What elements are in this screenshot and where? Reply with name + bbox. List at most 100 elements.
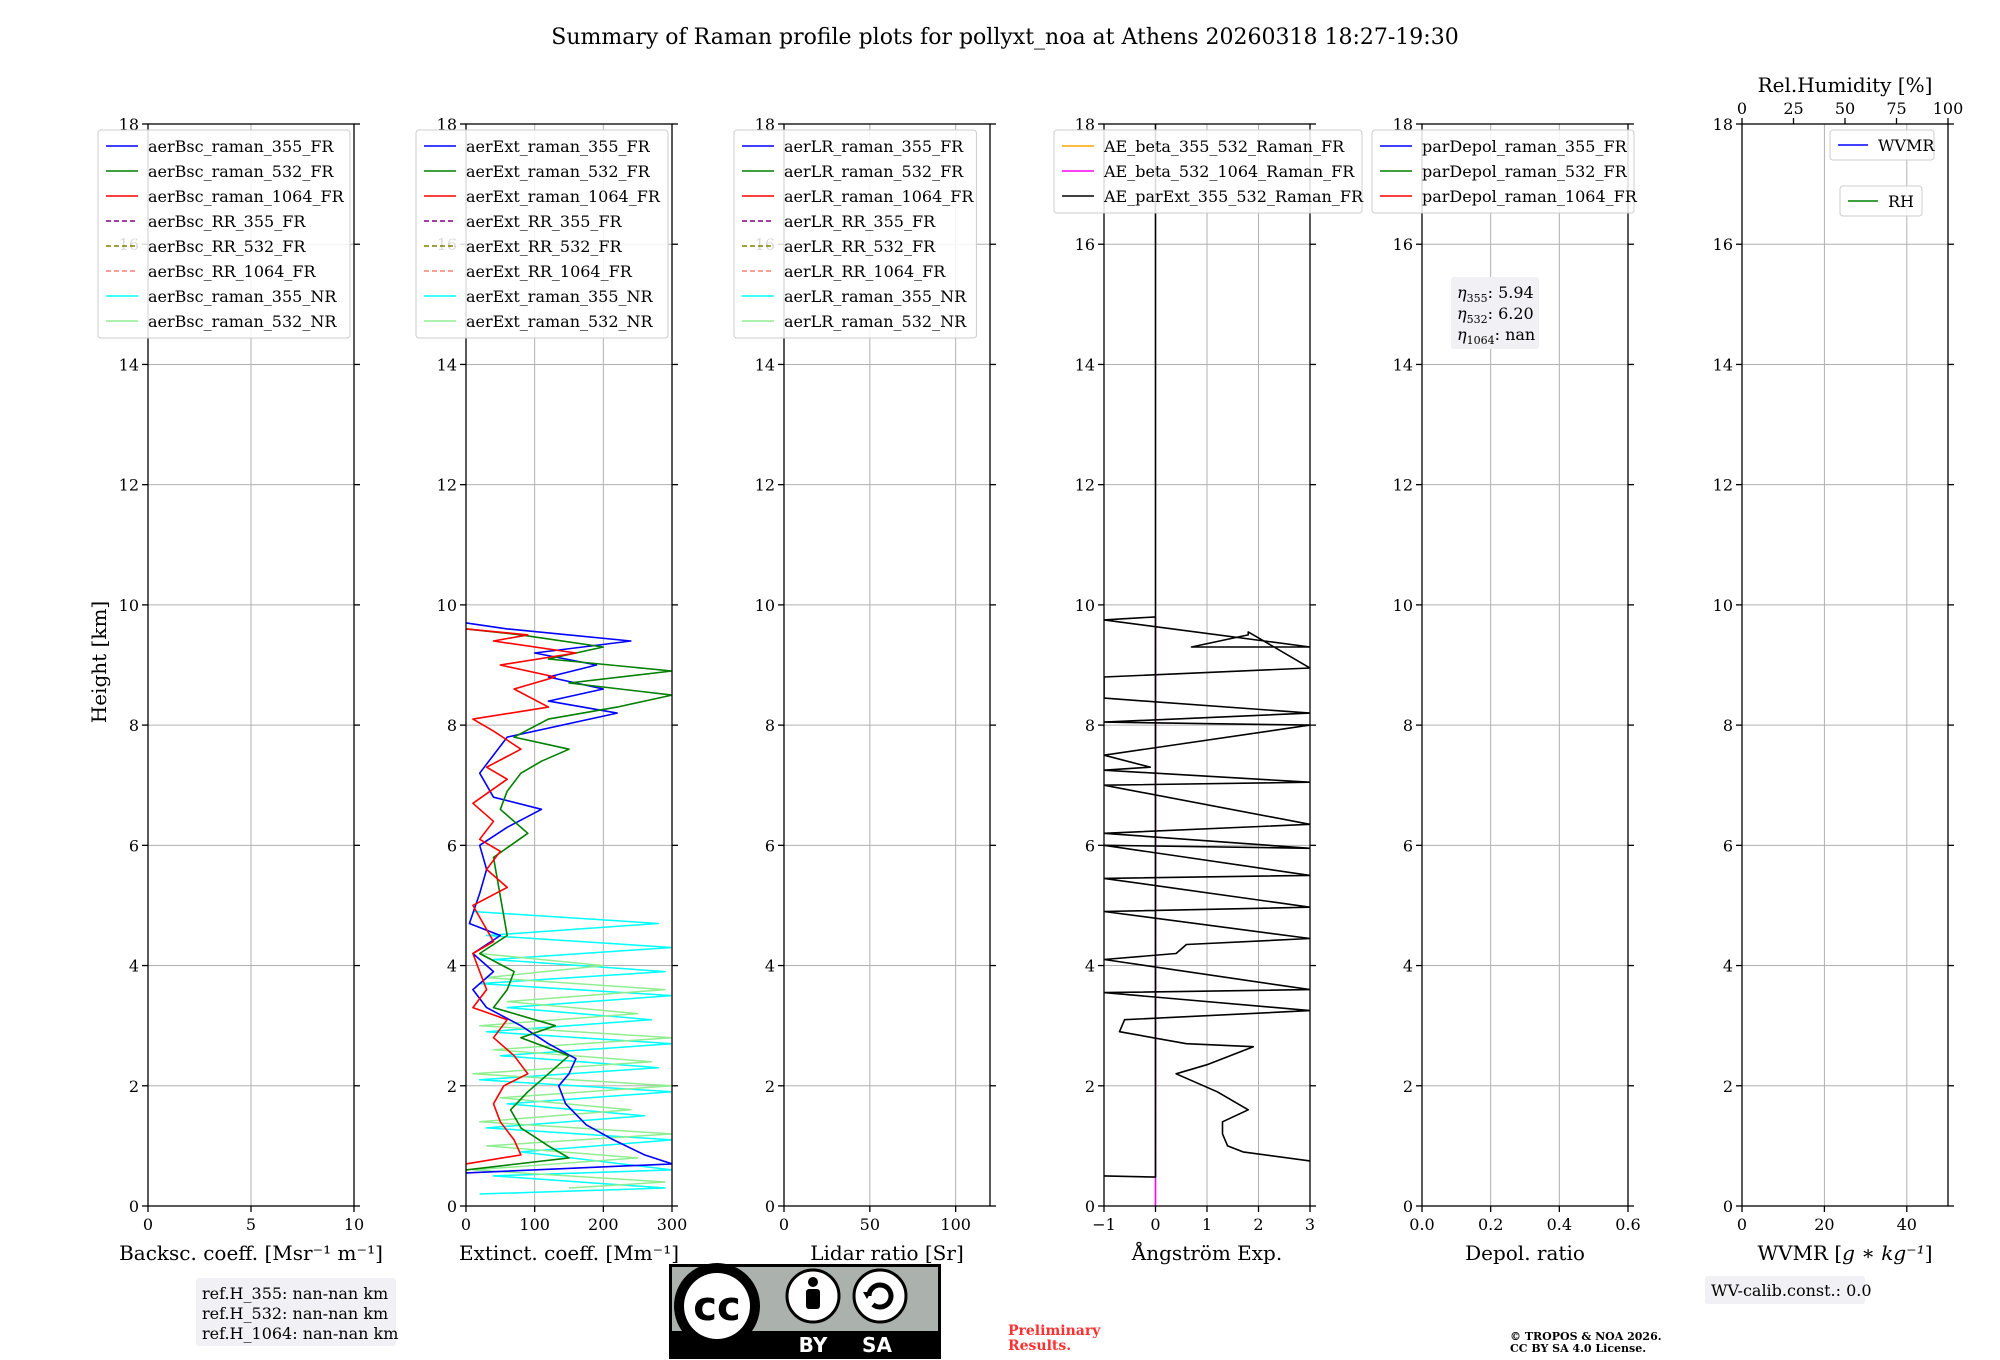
legend-frame [415, 129, 669, 339]
x-tick-label-3: 2 [1253, 1215, 1263, 1234]
top-tick-label-3: 75 [1886, 99, 1906, 118]
cc-by-sa-badge: cc BY SA [669, 1263, 941, 1359]
legend-label-7: aerLR_raman_532_NR [784, 312, 967, 331]
x-tick-label-0: 0 [461, 1215, 471, 1234]
legend-label-2: aerExt_raman_1064_FR [466, 187, 661, 206]
y-tick-label-6: 12 [1393, 476, 1413, 495]
wv-calib-box: WV-calib.const.: 0.0 [1705, 1276, 1872, 1304]
wv-calib-text: WV-calib.const.: 0.0 [1711, 1281, 1872, 1300]
legend-label-1: aerBsc_raman_532_FR [148, 162, 334, 181]
ref-h-532: ref.H_532: nan-nan km [202, 1304, 388, 1323]
x-tick-label-1: 50 [860, 1215, 880, 1234]
legend-label-2: aerLR_raman_1064_FR [784, 187, 974, 206]
y-tick-label-4: 8 [129, 716, 139, 735]
y-tick-label-0: 0 [1403, 1197, 1413, 1216]
legend-label-0: AE_beta_355_532_Raman_FR [1103, 137, 1345, 156]
x-tick-label-3: 0.6 [1615, 1215, 1640, 1234]
legend: AE_beta_355_532_Raman_FR AE_beta_532_1064… [1053, 129, 1364, 214]
legend-RH: RH [1839, 185, 1923, 217]
legend-label-2: AE_parExt_355_532_Raman_FR [1103, 187, 1364, 206]
y-tick-label-4: 8 [765, 716, 775, 735]
legend-label-2: parDepol_raman_1064_FR [1422, 187, 1638, 206]
y-tick-label-9: 18 [1075, 115, 1095, 134]
y-tick-label-2: 4 [1085, 957, 1095, 976]
cc-logo-text: cc [693, 1284, 740, 1330]
top-tick-label-4: 100 [1933, 99, 1964, 118]
legend-label-4: aerExt_RR_532_FR [466, 237, 623, 256]
y-tick-label-3: 6 [765, 836, 775, 855]
panel-3: 024681012141618050100Lidar ratio [Sr]aer… [733, 115, 996, 1265]
preliminary-line2: Results. [1008, 1338, 1071, 1354]
legend-label-5: aerExt_RR_1064_FR [466, 262, 633, 281]
x-axis-label: Backsc. coeff. [Msr⁻¹ m⁻¹] [119, 1241, 383, 1265]
x-tick-label-1: 0 [1150, 1215, 1160, 1234]
top-axis-label: Rel.Humidity [%] [1758, 73, 1933, 97]
x-axis-label-suffix: ] [1925, 1241, 1933, 1265]
license-sa-label: SA [862, 1333, 892, 1357]
x-tick-label-0: 0 [779, 1215, 789, 1234]
preliminary-line1: Preliminary [1008, 1323, 1101, 1339]
y-tick-label-1: 2 [1403, 1077, 1413, 1096]
legend-label-6: aerLR_raman_355_NR [784, 287, 967, 306]
legend-label-2: aerBsc_raman_1064_FR [148, 187, 345, 206]
top-tick-label-0: 0 [1737, 99, 1747, 118]
y-tick-label-9: 18 [755, 115, 775, 134]
x-tick-label-2: 200 [588, 1215, 619, 1234]
y-tick-label-8: 16 [1713, 235, 1733, 254]
legend-label-0: aerLR_raman_355_FR [784, 137, 964, 156]
legend-label-7: aerBsc_raman_532_NR [148, 312, 337, 331]
x-tick-label-4: 3 [1305, 1215, 1315, 1234]
panel-2: 0246810121416180100200300Extinct. coeff.… [415, 115, 687, 1265]
license-by-label: BY [799, 1333, 828, 1357]
y-tick-label-8: 16 [1075, 235, 1095, 254]
legend-frame [1829, 129, 1935, 161]
legend-label-4: aerLR_RR_532_FR [784, 237, 936, 256]
legend-label-3: aerLR_RR_355_FR [784, 212, 936, 231]
y-tick-label-4: 8 [447, 716, 457, 735]
share-alike-icon [852, 1268, 908, 1324]
y-tick-label-2: 4 [447, 957, 457, 976]
x-tick-label-0: −1 [1092, 1215, 1116, 1234]
legend-label: WVMR [1878, 136, 1935, 155]
x-axis-label: Depol. ratio [1465, 1241, 1585, 1265]
legend-label-6: aerBsc_raman_355_NR [148, 287, 337, 306]
legend-frame [733, 129, 977, 339]
legend: parDepol_raman_355_FR parDepol_raman_532_… [1371, 129, 1638, 214]
legend-frame [1053, 129, 1363, 214]
legend-WVMR: WVMR [1829, 129, 1935, 161]
y-tick-label-6: 12 [437, 476, 457, 495]
x-axis-label-prefix: WVMR [ [1757, 1241, 1842, 1265]
y-tick-label-5: 10 [119, 596, 139, 615]
y-tick-label-4: 8 [1723, 716, 1733, 735]
y-tick-label-7: 14 [755, 355, 775, 374]
x-axis-label-units: g ∗ kg⁻¹ [1842, 1241, 1925, 1265]
ref-h-1064: ref.H_1064: nan-nan km [202, 1324, 398, 1343]
y-tick-label-7: 14 [1075, 355, 1095, 374]
plot-frame [1421, 123, 1629, 1207]
x-tick-label-1: 100 [519, 1215, 550, 1234]
panels: 0 2 4 6 8 10 12 14 16 18 0 5 10 Backsc. coeff. [Msr⁻¹… [97, 73, 1964, 1265]
plot-frame [783, 123, 991, 1207]
y-tick-label-2: 4 [1723, 957, 1733, 976]
y-tick-label-3: 6 [1085, 836, 1095, 855]
y-tick-label-0: 0 [1723, 1197, 1733, 1216]
y-tick-label-9: 18 [1393, 115, 1413, 134]
x-tick-label-2: 0.4 [1547, 1215, 1572, 1234]
y-tick-label-3: 6 [1403, 836, 1413, 855]
y-tick-label-5: 10 [1393, 596, 1413, 615]
y-tick-label-1: 2 [129, 1077, 139, 1096]
ref-height-box: ref.H_355: nan-nan km ref.H_532: nan-nan… [196, 1278, 398, 1346]
legend: aerBsc_raman_355_FR aerBsc_raman_532_FRae… [97, 129, 351, 339]
y-tick-label-3: 6 [129, 836, 139, 855]
legend-label-0: parDepol_raman_355_FR [1422, 137, 1628, 156]
x-tick-label-1: 5 [246, 1215, 256, 1234]
copyright-line2: CC BY SA 4.0 License. [1510, 1342, 1646, 1355]
legend-label-1: aerExt_raman_532_FR [466, 162, 651, 181]
legend-label-3: aerExt_RR_355_FR [466, 212, 623, 231]
series-aerExt_raman_1064_FR [466, 628, 577, 1165]
y-axis-label: Height [km] [87, 601, 111, 723]
legend-label-5: aerBsc_RR_1064_FR [148, 262, 317, 281]
y-tick-label-2: 4 [129, 957, 139, 976]
